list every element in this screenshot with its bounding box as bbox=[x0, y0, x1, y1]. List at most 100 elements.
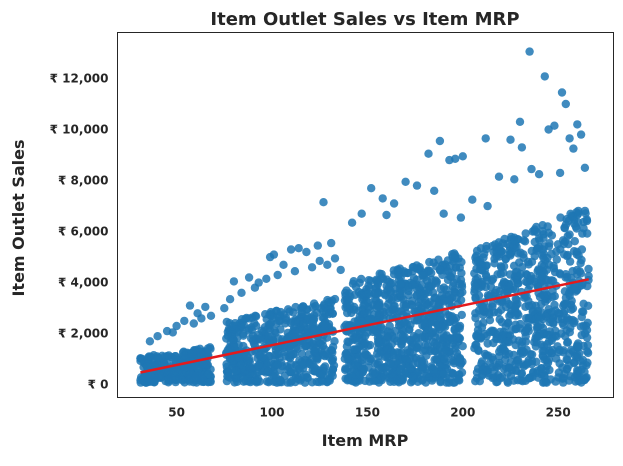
data-point bbox=[380, 289, 389, 298]
data-point bbox=[421, 286, 431, 295]
data-point bbox=[579, 299, 588, 308]
data-point bbox=[424, 149, 433, 158]
data-point bbox=[505, 250, 514, 259]
data-point bbox=[245, 363, 254, 373]
data-point bbox=[478, 370, 487, 379]
data-point bbox=[565, 230, 574, 239]
data-point bbox=[155, 371, 164, 380]
data-point bbox=[496, 305, 506, 315]
data-point bbox=[436, 284, 445, 294]
data-point bbox=[505, 270, 515, 279]
x-tick-label: 50 bbox=[168, 406, 185, 420]
data-point bbox=[409, 372, 418, 382]
data-point bbox=[485, 316, 495, 325]
data-point bbox=[540, 371, 549, 381]
data-point bbox=[499, 262, 509, 271]
data-point bbox=[487, 276, 497, 285]
data-point bbox=[347, 371, 356, 381]
data-point bbox=[530, 237, 539, 247]
data-point bbox=[579, 217, 588, 227]
data-point bbox=[458, 152, 467, 161]
data-point bbox=[244, 273, 254, 282]
data-point bbox=[319, 313, 329, 322]
x-axis-label: Item MRP bbox=[322, 431, 409, 450]
data-point bbox=[369, 376, 378, 385]
y-tick-label: ₹ 4,000 bbox=[58, 276, 108, 290]
data-point bbox=[536, 307, 545, 316]
data-point bbox=[145, 337, 155, 346]
data-point bbox=[528, 306, 538, 315]
data-point bbox=[542, 265, 552, 274]
data-point bbox=[497, 317, 506, 327]
data-point bbox=[455, 353, 465, 363]
data-point bbox=[553, 342, 562, 351]
data-point bbox=[481, 134, 490, 143]
data-point bbox=[293, 344, 302, 353]
data-point bbox=[229, 277, 239, 286]
data-point bbox=[273, 270, 282, 280]
data-point bbox=[513, 376, 522, 385]
data-point bbox=[448, 282, 457, 291]
data-point bbox=[279, 260, 288, 269]
data-point bbox=[398, 331, 408, 341]
data-point bbox=[542, 340, 552, 349]
data-point bbox=[395, 289, 404, 298]
data-point bbox=[286, 359, 296, 369]
data-point bbox=[355, 376, 364, 385]
data-point bbox=[511, 340, 520, 350]
data-point bbox=[573, 366, 582, 375]
data-point bbox=[396, 280, 405, 289]
data-point bbox=[524, 374, 533, 383]
data-point bbox=[265, 310, 274, 319]
data-point bbox=[551, 306, 560, 315]
y-axis-label: Item Outlet Sales bbox=[9, 139, 28, 296]
data-point bbox=[516, 269, 525, 279]
data-point bbox=[534, 366, 543, 375]
data-point bbox=[378, 194, 387, 203]
data-point bbox=[563, 338, 572, 347]
data-point bbox=[580, 163, 590, 172]
data-point bbox=[527, 246, 536, 256]
data-point bbox=[272, 349, 282, 359]
data-point bbox=[414, 340, 423, 349]
data-point bbox=[402, 356, 411, 365]
data-point bbox=[377, 373, 386, 382]
data-point bbox=[511, 311, 520, 320]
data-point bbox=[488, 299, 497, 309]
data-point bbox=[539, 233, 548, 243]
data-point bbox=[301, 370, 311, 379]
data-point bbox=[527, 164, 536, 174]
data-point bbox=[563, 272, 572, 282]
data-point bbox=[557, 88, 567, 97]
data-point bbox=[511, 294, 520, 304]
data-point bbox=[372, 275, 381, 284]
data-point bbox=[494, 172, 504, 181]
data-point bbox=[231, 366, 241, 376]
data-point bbox=[308, 303, 317, 312]
data-point bbox=[525, 47, 534, 56]
data-point bbox=[471, 257, 481, 266]
data-point bbox=[327, 346, 336, 355]
data-point bbox=[255, 360, 264, 369]
data-point bbox=[184, 375, 193, 384]
data-point bbox=[449, 315, 459, 324]
data-point bbox=[350, 290, 360, 299]
data-point bbox=[521, 229, 530, 238]
data-point bbox=[559, 250, 569, 259]
data-point bbox=[576, 130, 586, 139]
data-point bbox=[528, 227, 537, 236]
data-point bbox=[206, 311, 216, 320]
y-tick-label: ₹ 6,000 bbox=[58, 225, 108, 239]
data-point bbox=[493, 270, 502, 279]
data-point bbox=[372, 304, 381, 313]
data-point bbox=[136, 356, 145, 366]
data-point bbox=[451, 154, 460, 163]
data-point bbox=[542, 378, 551, 387]
data-point bbox=[319, 198, 328, 207]
data-point bbox=[439, 209, 448, 218]
data-point bbox=[302, 247, 311, 257]
data-point bbox=[279, 343, 288, 353]
data-point bbox=[412, 181, 422, 190]
data-point bbox=[253, 376, 262, 386]
